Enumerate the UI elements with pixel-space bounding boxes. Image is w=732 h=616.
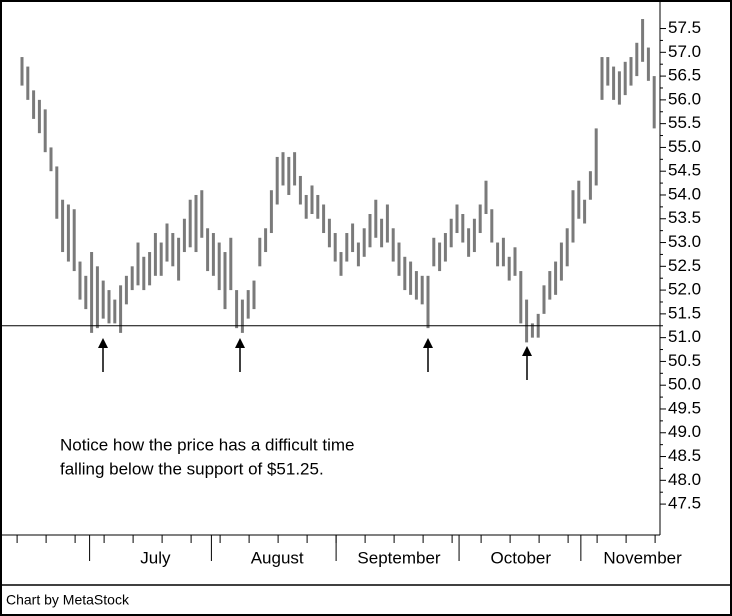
y-tick-label: 55.0 — [668, 137, 701, 156]
x-tick-label: August — [251, 548, 304, 567]
y-tick-label: 52.0 — [668, 280, 701, 299]
y-tick-label: 54.0 — [668, 184, 701, 203]
annotation: Notice how the price has a difficult tim… — [60, 435, 355, 454]
y-tick-label: 57.5 — [668, 18, 701, 37]
y-tick-label: 48.0 — [668, 470, 701, 489]
y-tick-label: 47.5 — [668, 494, 701, 513]
y-tick-label: 51.0 — [668, 327, 701, 346]
y-tick-label: 56.0 — [668, 89, 701, 108]
y-tick-label: 49.0 — [668, 422, 701, 441]
y-tick-label: 54.5 — [668, 161, 701, 180]
y-tick-label: 50.5 — [668, 351, 701, 370]
x-tick-label: November — [603, 548, 682, 567]
y-tick-label: 52.5 — [668, 256, 701, 275]
y-tick-label: 55.5 — [668, 113, 701, 132]
arrows — [98, 338, 532, 380]
y-tick-label: 50.0 — [668, 375, 701, 394]
y-tick-label: 53.5 — [668, 208, 701, 227]
y-tick-label: 51.5 — [668, 303, 701, 322]
x-tick-label: July — [140, 548, 171, 567]
y-tick-label: 56.5 — [668, 66, 701, 85]
y-tick-label: 57.0 — [668, 42, 701, 61]
y-tick-label: 49.5 — [668, 398, 701, 417]
x-tick-label: September — [357, 548, 440, 567]
footer: Chart by MetaStock — [6, 592, 130, 608]
y-tick-label: 48.5 — [668, 446, 701, 465]
annotation: falling below the support of $51.25. — [60, 459, 324, 478]
x-tick-label: October — [491, 548, 552, 567]
y-tick-label: 53.0 — [668, 232, 701, 251]
